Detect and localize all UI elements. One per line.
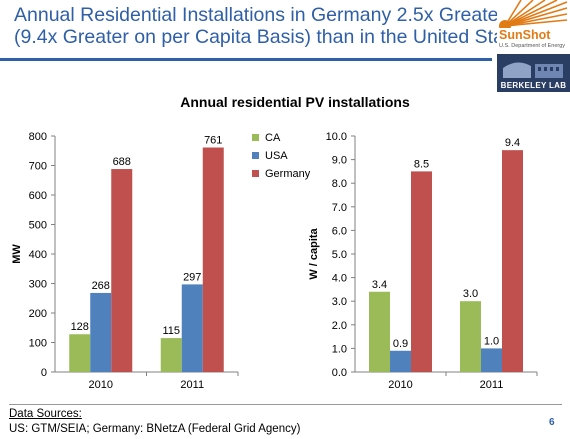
legend-swatch-germany bbox=[252, 170, 259, 177]
chart2-y-tick-label: 9.0 bbox=[332, 155, 347, 167]
chart2-y-tick-label: 4.0 bbox=[332, 273, 347, 285]
chart2-y-tick-label: 0.0 bbox=[332, 367, 347, 379]
chart1-y-tick-label: 600 bbox=[29, 190, 47, 202]
berkeley-lab-name: BERKELEY LAB bbox=[500, 81, 567, 90]
chart1-bar-germany bbox=[111, 169, 133, 372]
chart1-y-tick-label: 700 bbox=[29, 161, 47, 173]
chart1-bar-ca bbox=[69, 334, 91, 372]
chart1-data-label: 688 bbox=[113, 156, 131, 168]
chart2-bar-usa bbox=[390, 350, 411, 372]
chart1-y-tick-label: 800 bbox=[29, 131, 47, 143]
chart1-y-tick-label: 400 bbox=[29, 249, 47, 261]
page-number: 6 bbox=[549, 417, 555, 428]
legend-swatch-usa bbox=[252, 152, 259, 159]
sources-heading: Data Sources: bbox=[9, 408, 82, 420]
chart1-bar-usa bbox=[181, 284, 203, 372]
berkeley-lab-icon bbox=[497, 54, 570, 82]
chart1-data-label: 268 bbox=[92, 280, 110, 292]
chart1-y-tick-label: 300 bbox=[29, 279, 47, 291]
chart1-data-label: 297 bbox=[183, 271, 201, 283]
chart2-bar-usa bbox=[481, 348, 502, 372]
chart1-data-label: 128 bbox=[71, 321, 89, 333]
chart2-bar-germany bbox=[411, 171, 432, 372]
chart2-data-label: 9.4 bbox=[505, 137, 520, 149]
chart1-bar-usa bbox=[90, 292, 112, 372]
chart1-bar-ca bbox=[160, 338, 182, 372]
chart1-bar-germany bbox=[202, 147, 224, 372]
chart2-y-tick-label: 7.0 bbox=[332, 202, 347, 214]
chart2-data-label: 0.9 bbox=[393, 338, 408, 350]
legend-label-ca: CA bbox=[265, 132, 281, 144]
chart2-y-tick-label: 2.0 bbox=[332, 320, 347, 332]
legend-swatch-ca bbox=[252, 134, 259, 141]
chart-title: Annual residential PV installations bbox=[180, 94, 410, 110]
title-divider bbox=[0, 58, 492, 61]
slide-title: Annual Residential Installations in Germ… bbox=[14, 4, 530, 48]
chart2-bar-germany bbox=[502, 150, 523, 372]
logo-panel: SunShot U.S. Department of Energy BERKEL… bbox=[497, 0, 570, 92]
sunshot-name: SunShot bbox=[499, 28, 551, 42]
chart1-y-tick-label: 100 bbox=[29, 338, 47, 350]
chart1-y-tick-label: 0 bbox=[41, 367, 47, 379]
chart2-bar-ca bbox=[369, 291, 390, 372]
chart1-data-label: 761 bbox=[204, 135, 222, 147]
chart2-x-tick-label: 2010 bbox=[388, 379, 412, 391]
slide-title-line2: (9.4x Greater on per Capita Basis) than … bbox=[14, 26, 530, 48]
sunshot-subtitle: U.S. Department of Energy bbox=[499, 43, 566, 49]
legend-label-usa: USA bbox=[265, 150, 288, 162]
chart2-y-tick-label: 6.0 bbox=[332, 225, 347, 237]
sunshot-logo: SunShot U.S. Department of Energy bbox=[497, 0, 570, 54]
chart1-y-tick-label: 500 bbox=[29, 220, 47, 232]
chart1-data-label: 115 bbox=[162, 325, 180, 337]
chart2-y-tick-label: 5.0 bbox=[332, 249, 347, 261]
legend-label-germany: Germany bbox=[265, 168, 311, 180]
chart2-y-tick-label: 10.0 bbox=[326, 131, 347, 143]
chart2-x-tick-label: 2011 bbox=[480, 379, 504, 391]
sources-text: US: GTM/SEIA; Germany: BNetzA (Federal G… bbox=[9, 423, 301, 435]
chart-area: Annual residential PV installations 0 100 2… bbox=[11, 94, 538, 391]
chart2-y-tick-label: 1.0 bbox=[332, 343, 347, 355]
chart1-y-axis-label: MW bbox=[11, 244, 23, 264]
chart2-y-tick-label: 3.0 bbox=[332, 296, 347, 308]
chart2-bar-ca bbox=[460, 301, 481, 372]
chart1-y-tick-label: 200 bbox=[29, 308, 47, 320]
chart2-y-axis-label: W / capita bbox=[308, 227, 320, 279]
chart1-x-tick-label: 2010 bbox=[89, 379, 113, 391]
sunburst-icon bbox=[499, 0, 568, 28]
chart2-data-label: 8.5 bbox=[414, 158, 429, 170]
chart2-y-tick-label: 8.0 bbox=[332, 178, 347, 190]
chart2-data-label: 3.0 bbox=[463, 288, 478, 300]
footer-divider bbox=[9, 404, 562, 405]
chart2-data-label: 1.0 bbox=[484, 335, 499, 347]
slide-title-line1: Annual Residential Installations in Germ… bbox=[14, 4, 506, 26]
chart1-x-tick-label: 2011 bbox=[180, 379, 204, 391]
chart2-data-label: 3.4 bbox=[372, 279, 387, 291]
